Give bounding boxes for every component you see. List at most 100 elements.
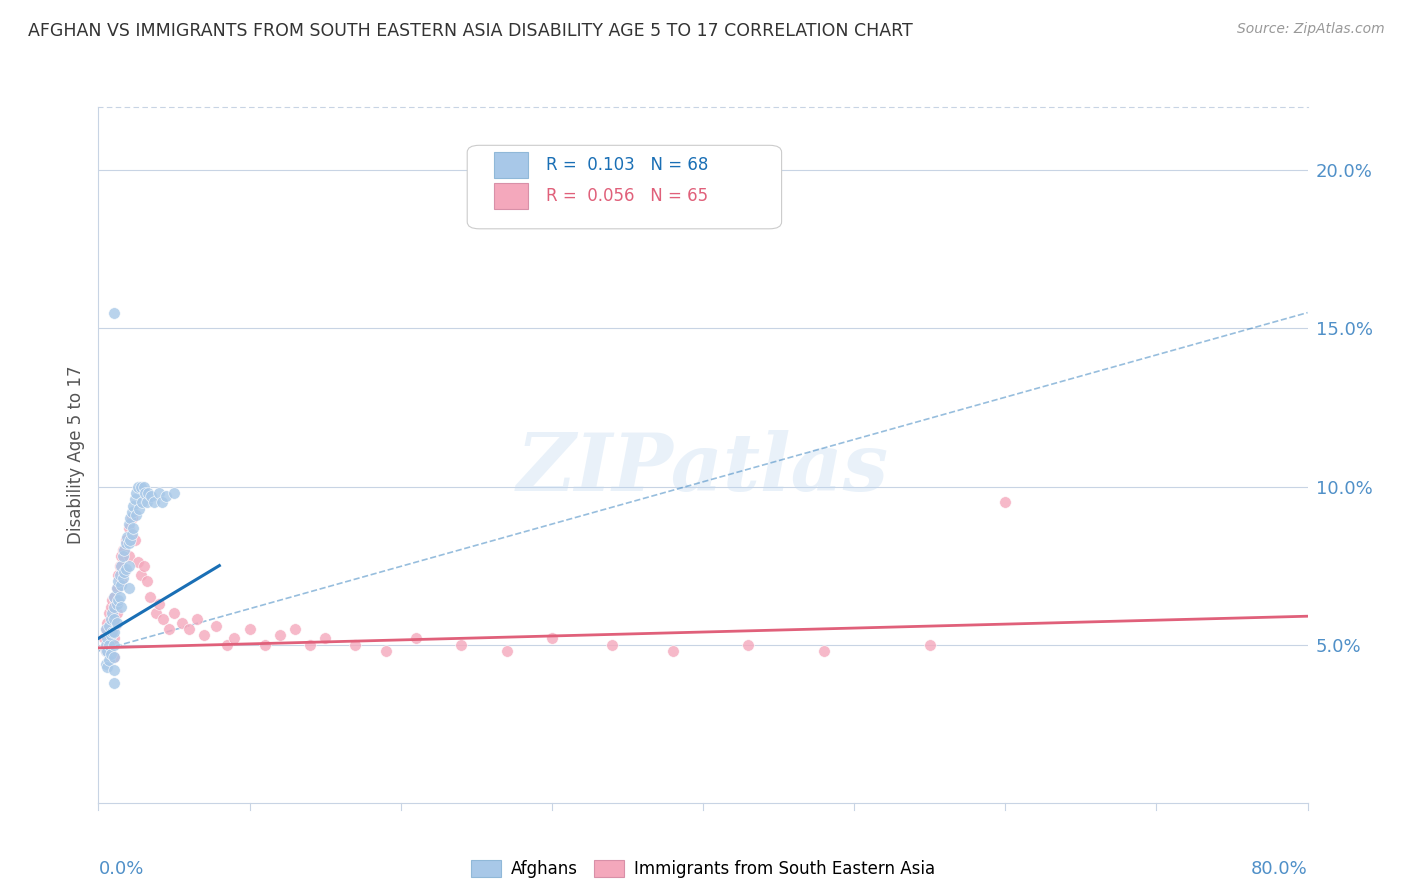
Point [132, 479, 155, 493]
Text: R =  0.056   N = 65: R = 0.056 N = 65 [546, 187, 709, 205]
Point [918, 638, 941, 652]
Point [186, 612, 208, 626]
Point [129, 479, 152, 493]
Point [148, 486, 170, 500]
Point [118, 517, 141, 532]
Point [98, 628, 121, 642]
Point [103, 625, 125, 640]
Point [121, 505, 143, 519]
Point [145, 606, 167, 620]
Point [101, 606, 124, 620]
Point [103, 638, 125, 652]
Y-axis label: Disability Age 5 to 17: Disability Age 5 to 17 [66, 366, 84, 544]
Point [105, 597, 128, 611]
Point [96, 632, 118, 646]
Point [205, 618, 228, 632]
Point [98, 618, 121, 632]
Point [994, 495, 1017, 509]
Point [125, 508, 148, 522]
Text: 80.0%: 80.0% [1251, 860, 1308, 878]
Point [120, 511, 142, 525]
Point [98, 638, 121, 652]
Point [374, 644, 396, 658]
Point [114, 536, 136, 550]
Point [105, 606, 128, 620]
Point [112, 542, 135, 557]
Point [124, 492, 146, 507]
Point [112, 565, 135, 579]
Text: AFGHAN VS IMMIGRANTS FROM SOUTH EASTERN ASIA DISABILITY AGE 5 TO 17 CORRELATION : AFGHAN VS IMMIGRANTS FROM SOUTH EASTERN … [28, 22, 912, 40]
Point [103, 632, 125, 646]
Point [253, 638, 276, 652]
Point [314, 632, 336, 646]
Point [159, 622, 181, 636]
Point [103, 650, 125, 665]
Point [135, 495, 157, 509]
Point [101, 625, 124, 640]
Point [661, 644, 683, 658]
Point [103, 650, 125, 665]
Point [98, 606, 121, 620]
Point [100, 622, 122, 636]
Point [94, 622, 117, 636]
Point [129, 568, 152, 582]
Point [134, 486, 156, 500]
Point [150, 495, 173, 509]
Point [163, 606, 186, 620]
Point [96, 638, 118, 652]
Point [127, 556, 149, 570]
Point [94, 622, 117, 636]
Point [120, 533, 142, 548]
Point [107, 574, 129, 589]
Point [132, 558, 155, 573]
Point [110, 574, 132, 589]
Point [108, 591, 131, 605]
Point [105, 615, 128, 630]
Point [114, 562, 136, 576]
Point [118, 549, 141, 563]
Point [405, 632, 427, 646]
Point [107, 568, 129, 582]
Point [105, 581, 128, 595]
Point [110, 577, 132, 591]
Point [96, 615, 118, 630]
Text: ZIPatlas: ZIPatlas [517, 430, 889, 508]
Bar [494, 183, 527, 210]
Point [127, 479, 149, 493]
Point [135, 574, 157, 589]
Point [737, 638, 759, 652]
Point [139, 591, 162, 605]
Point [148, 597, 170, 611]
Point [108, 558, 131, 573]
Point [177, 622, 201, 636]
Point [136, 486, 159, 500]
Point [110, 599, 132, 614]
Point [111, 571, 134, 585]
Point [105, 581, 128, 595]
Point [103, 663, 125, 677]
Text: R =  0.103   N = 68: R = 0.103 N = 68 [546, 156, 709, 174]
Legend: Afghans, Immigrants from South Eastern Asia: Afghans, Immigrants from South Eastern A… [464, 854, 942, 885]
Point [103, 591, 125, 605]
Point [540, 632, 562, 646]
Point [103, 599, 125, 614]
Point [118, 558, 141, 573]
Point [112, 565, 135, 579]
Point [94, 644, 117, 658]
Point [122, 521, 145, 535]
Point [122, 499, 145, 513]
Point [118, 581, 141, 595]
Point [108, 568, 131, 582]
Point [94, 657, 117, 671]
Point [215, 638, 238, 652]
Point [118, 521, 141, 535]
Point [141, 489, 163, 503]
Point [100, 647, 122, 661]
Point [124, 533, 146, 548]
Point [103, 675, 125, 690]
Point [93, 632, 115, 646]
Point [224, 632, 246, 646]
Point [111, 542, 134, 557]
Point [128, 501, 150, 516]
Point [98, 653, 121, 667]
